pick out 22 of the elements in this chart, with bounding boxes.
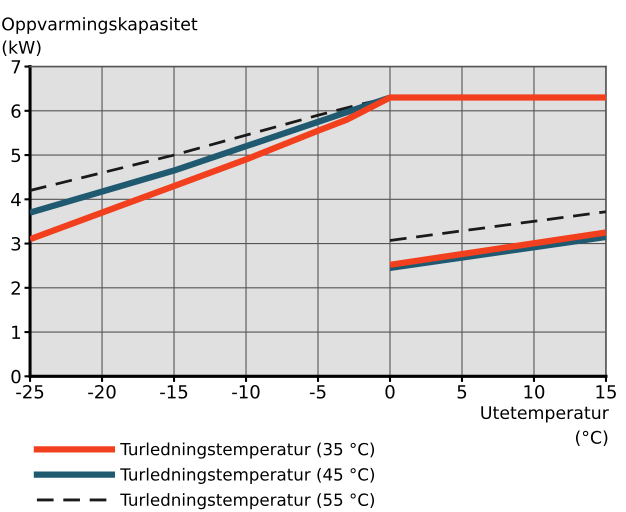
x-tick-label: -15: [160, 385, 188, 399]
x-tick-label: 10: [524, 384, 544, 399]
x-tick-label: -10: [232, 384, 260, 399]
y-tick-label: 7: [12, 60, 20, 74]
x-tick-label: 5: [458, 385, 466, 399]
x-tick-label: -5: [310, 385, 326, 399]
y-tick-label: 4: [11, 193, 21, 206]
x-tick-label: -25: [16, 384, 44, 399]
legend-label: Turledningstemperatur (45 °C): [120, 468, 374, 484]
y-tick-label: 2: [12, 281, 20, 295]
x-tick-label: -20: [88, 384, 116, 399]
y-axis-title: Oppvarmingskapasitet (kW): [2, 17, 198, 56]
legend-label: Turledningstemperatur (55 °C): [120, 493, 374, 510]
x-tick-label: 15: [596, 385, 616, 399]
y-tick-label: 6: [11, 104, 21, 118]
y-tick-label: 0: [11, 370, 21, 384]
y-tick-label: 3: [12, 237, 20, 251]
y-tick-label: 1: [12, 326, 20, 339]
x-axis-title: Utetemperatur (°C): [481, 406, 609, 446]
y-tick-label: 5: [12, 148, 20, 162]
x-tick-label: 0: [385, 384, 395, 399]
legend-label: Turledningstemperatur (35 °C): [120, 442, 374, 459]
